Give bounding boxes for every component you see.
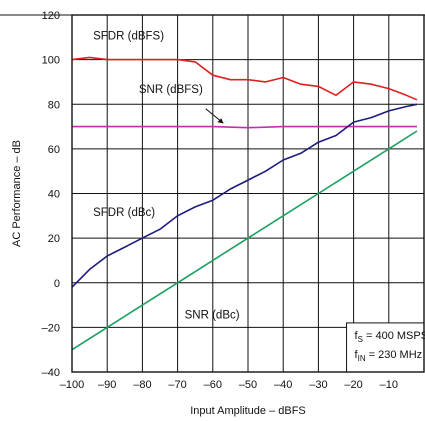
annotation-arrowhead	[217, 118, 224, 124]
y-tick-label: –20	[42, 322, 60, 334]
series-annotation: SFDR (dBFS)	[93, 31, 164, 43]
y-tick-label: 40	[48, 189, 60, 201]
series-line-sfdr-dbc	[71, 103, 418, 288]
x-tick-label: –20	[344, 379, 362, 391]
y-tick-label: –40	[42, 367, 60, 379]
x-tick-label: –100	[60, 379, 84, 391]
y-tick-label: 80	[48, 99, 60, 111]
conditions-frame	[346, 322, 425, 373]
y-tick-label: 0	[54, 278, 60, 290]
x-tick-label: –80	[133, 379, 151, 391]
plot-frame	[71, 14, 425, 373]
x-axis-label: Input Amplitude – dBFS	[190, 405, 306, 417]
series-line-sfdr-dbfs	[71, 56, 418, 101]
x-tick-label: –70	[168, 379, 186, 391]
y-tick-label: 120	[42, 10, 60, 22]
x-tick-label: –60	[204, 379, 222, 391]
x-tick-label: –90	[98, 379, 116, 391]
conditions-box: fS = 400 MSPS fIN = 230 MHz	[346, 322, 425, 373]
series-annotation: SNR (dBFS)	[139, 84, 203, 96]
y-tick-label: 100	[42, 55, 60, 67]
condition-label: fIN = 230 MHz	[355, 349, 423, 363]
series-line-snr-dbc	[71, 130, 418, 351]
series-annotation: SFDR (dBc)	[93, 207, 155, 219]
series-group	[71, 56, 418, 351]
condition-label: fS = 400 MSPS	[355, 330, 425, 344]
series-line-snr-dbfs	[72, 125, 417, 129]
x-tick-label: –40	[274, 379, 292, 391]
x-tick-label: –10	[380, 379, 398, 391]
series-annotation: SNR (dBc)	[185, 309, 240, 321]
y-axis-label: AC Performance – dB	[11, 140, 23, 247]
y-tick-label: 20	[48, 233, 60, 245]
y-tick-label: 60	[48, 144, 60, 156]
tick-labels: –100 –90 –80 –70 –60 –50 –40 –30 –20 –10 –40 –20 0 20…	[42, 10, 398, 391]
x-tick-label: –30	[309, 379, 327, 391]
series-annotations: SFDR (dBFS) SNR (dBFS) SFDR (dBc) SNR (dBc)	[93, 31, 240, 322]
x-tick-label: –50	[239, 379, 257, 391]
